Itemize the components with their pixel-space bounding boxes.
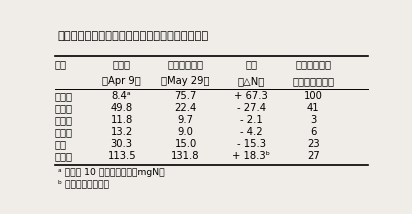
Text: - 15.3: - 15.3 — [236, 139, 266, 149]
Text: 23: 23 — [307, 139, 320, 149]
Text: （May 29）: （May 29） — [162, 76, 210, 86]
Text: 部位: 部位 — [55, 59, 67, 70]
Text: 41: 41 — [307, 103, 320, 113]
Text: 越冬葉: 越冬葉 — [55, 103, 73, 113]
Text: ᵇ 土壌からの吸収量: ᵇ 土壌からの吸収量 — [58, 180, 109, 189]
Text: 8.4ᵃ: 8.4ᵃ — [112, 91, 131, 101]
Text: 母　茎: 母 茎 — [55, 115, 73, 125]
Text: （△N）: （△N） — [237, 76, 265, 86]
Text: 100: 100 — [304, 91, 323, 101]
Text: 増減: 増減 — [245, 59, 257, 70]
Text: 6: 6 — [310, 127, 316, 137]
Text: 49.8: 49.8 — [111, 103, 133, 113]
Text: 萌芽期: 萌芽期 — [113, 59, 131, 70]
Text: 15.0: 15.0 — [174, 139, 197, 149]
Text: ᵃ 数字は 10 個体の平均値（mgN）: ᵃ 数字は 10 個体の平均値（mgN） — [58, 168, 164, 177]
Text: - 2.1: - 2.1 — [240, 115, 262, 125]
Text: 新芽窒素への: 新芽窒素への — [295, 59, 331, 70]
Text: 75.7: 75.7 — [174, 91, 197, 101]
Text: 寄与率　（％）: 寄与率 （％） — [293, 76, 334, 86]
Text: 新　芽: 新 芽 — [55, 91, 73, 101]
Text: 11.8: 11.8 — [110, 115, 133, 125]
Text: 131.8: 131.8 — [171, 151, 200, 161]
Text: 9.7: 9.7 — [178, 115, 194, 125]
Text: 13.2: 13.2 — [110, 127, 133, 137]
Text: 27: 27 — [307, 151, 320, 161]
Text: 113.5: 113.5 — [108, 151, 136, 161]
Text: 合　計: 合 計 — [55, 151, 73, 161]
Text: 表１　一番茶期における幼茶樹各部位の窒素収支: 表１ 一番茶期における幼茶樹各部位の窒素収支 — [58, 31, 209, 42]
Text: 30.3: 30.3 — [111, 139, 133, 149]
Text: 22.4: 22.4 — [174, 103, 197, 113]
Text: + 67.3: + 67.3 — [234, 91, 268, 101]
Text: 根: 根 — [55, 139, 67, 149]
Text: （Apr 9）: （Apr 9） — [102, 76, 141, 86]
Text: 枝　条: 枝 条 — [55, 127, 73, 137]
Text: + 18.3ᵇ: + 18.3ᵇ — [232, 151, 270, 161]
Text: - 27.4: - 27.4 — [236, 103, 266, 113]
Text: 3: 3 — [310, 115, 316, 125]
Text: 9.0: 9.0 — [178, 127, 194, 137]
Text: 新芽生長終期: 新芽生長終期 — [168, 59, 204, 70]
Text: - 4.2: - 4.2 — [240, 127, 262, 137]
